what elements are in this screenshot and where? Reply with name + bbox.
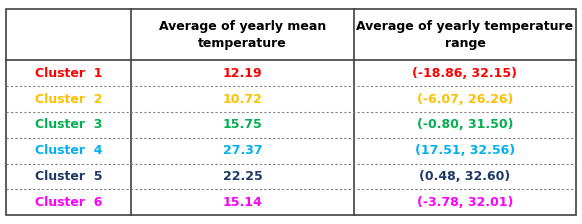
- Text: 10.72: 10.72: [223, 93, 262, 106]
- Text: (0.48, 32.60): (0.48, 32.60): [420, 170, 510, 183]
- Text: 15.14: 15.14: [223, 196, 262, 209]
- Text: Cluster  1: Cluster 1: [35, 67, 102, 80]
- Text: Cluster  4: Cluster 4: [35, 144, 102, 157]
- Text: 12.19: 12.19: [223, 67, 262, 80]
- Text: Cluster  5: Cluster 5: [35, 170, 102, 183]
- Text: Average of yearly mean
temperature: Average of yearly mean temperature: [159, 20, 326, 50]
- Text: (-0.80, 31.50): (-0.80, 31.50): [417, 118, 513, 131]
- Text: 15.75: 15.75: [223, 118, 262, 131]
- Text: (17.51, 32.56): (17.51, 32.56): [415, 144, 515, 157]
- Text: (-3.78, 32.01): (-3.78, 32.01): [417, 196, 513, 209]
- Text: 27.37: 27.37: [223, 144, 262, 157]
- Text: Cluster  2: Cluster 2: [35, 93, 102, 106]
- Text: (-18.86, 32.15): (-18.86, 32.15): [413, 67, 517, 80]
- Text: (-6.07, 26.26): (-6.07, 26.26): [417, 93, 513, 106]
- Text: 22.25: 22.25: [223, 170, 262, 183]
- Text: Cluster  3: Cluster 3: [35, 118, 102, 131]
- Text: Average of yearly temperature
range: Average of yearly temperature range: [356, 20, 573, 50]
- Text: Cluster  6: Cluster 6: [35, 196, 102, 209]
